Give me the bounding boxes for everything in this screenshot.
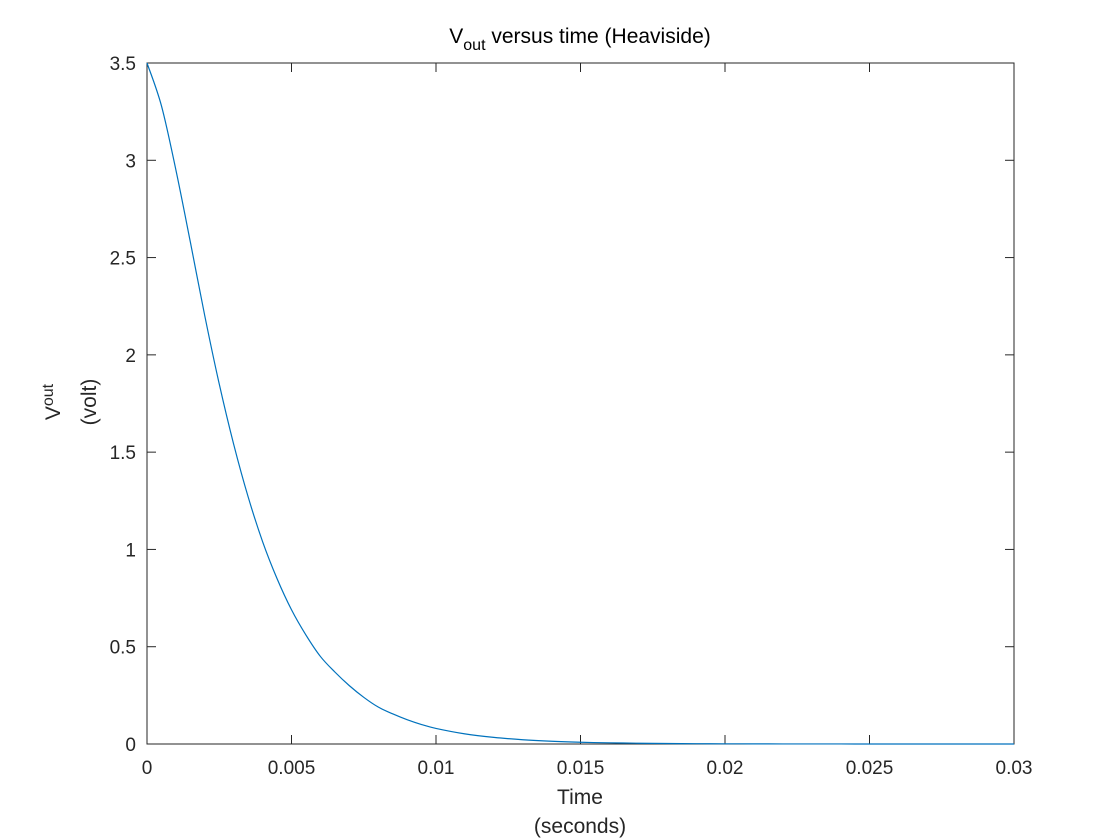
y-axis-label-group: Vout <box>40 383 65 420</box>
y-axis-label-unit: (volt) <box>78 379 101 426</box>
y-axis-label-unit-group: (volt) <box>78 379 101 426</box>
x-axis-label: Time <box>557 786 603 809</box>
y-axis-label: Vout <box>40 383 65 420</box>
y-tick-label: 3 <box>125 151 136 172</box>
y-tick-label: 0.5 <box>110 638 136 659</box>
chart-title: Vout versus time (Heaviside) <box>449 25 711 54</box>
x-axis-label-unit: (seconds) <box>534 815 626 838</box>
x-axis-tick-labels: 0 0.005 0.01 0.015 0.02 0.025 0.03 <box>142 758 1033 779</box>
x-tick-label: 0.02 <box>707 758 744 779</box>
y-tick-label: 2 <box>125 346 136 367</box>
y-tick-label: 0 <box>125 735 136 756</box>
x-tick-label: 0.005 <box>268 758 316 779</box>
x-tick-label: 0.01 <box>418 758 455 779</box>
x-tick-label: 0.03 <box>996 758 1033 779</box>
y-tick-label: 1.5 <box>110 443 136 464</box>
y-tick-label: 2.5 <box>110 249 136 270</box>
x-tick-label: 0.015 <box>557 758 605 779</box>
x-tick-label: 0.025 <box>846 758 894 779</box>
y-tick-label: 3.5 <box>110 54 136 75</box>
y-tick-label: 1 <box>125 540 136 561</box>
series-line-vout <box>146 62 1014 745</box>
x-tick-label: 0 <box>142 758 153 779</box>
y-axis-tick-labels: 0 0.5 1 1.5 2 2.5 3 3.5 <box>110 54 136 756</box>
